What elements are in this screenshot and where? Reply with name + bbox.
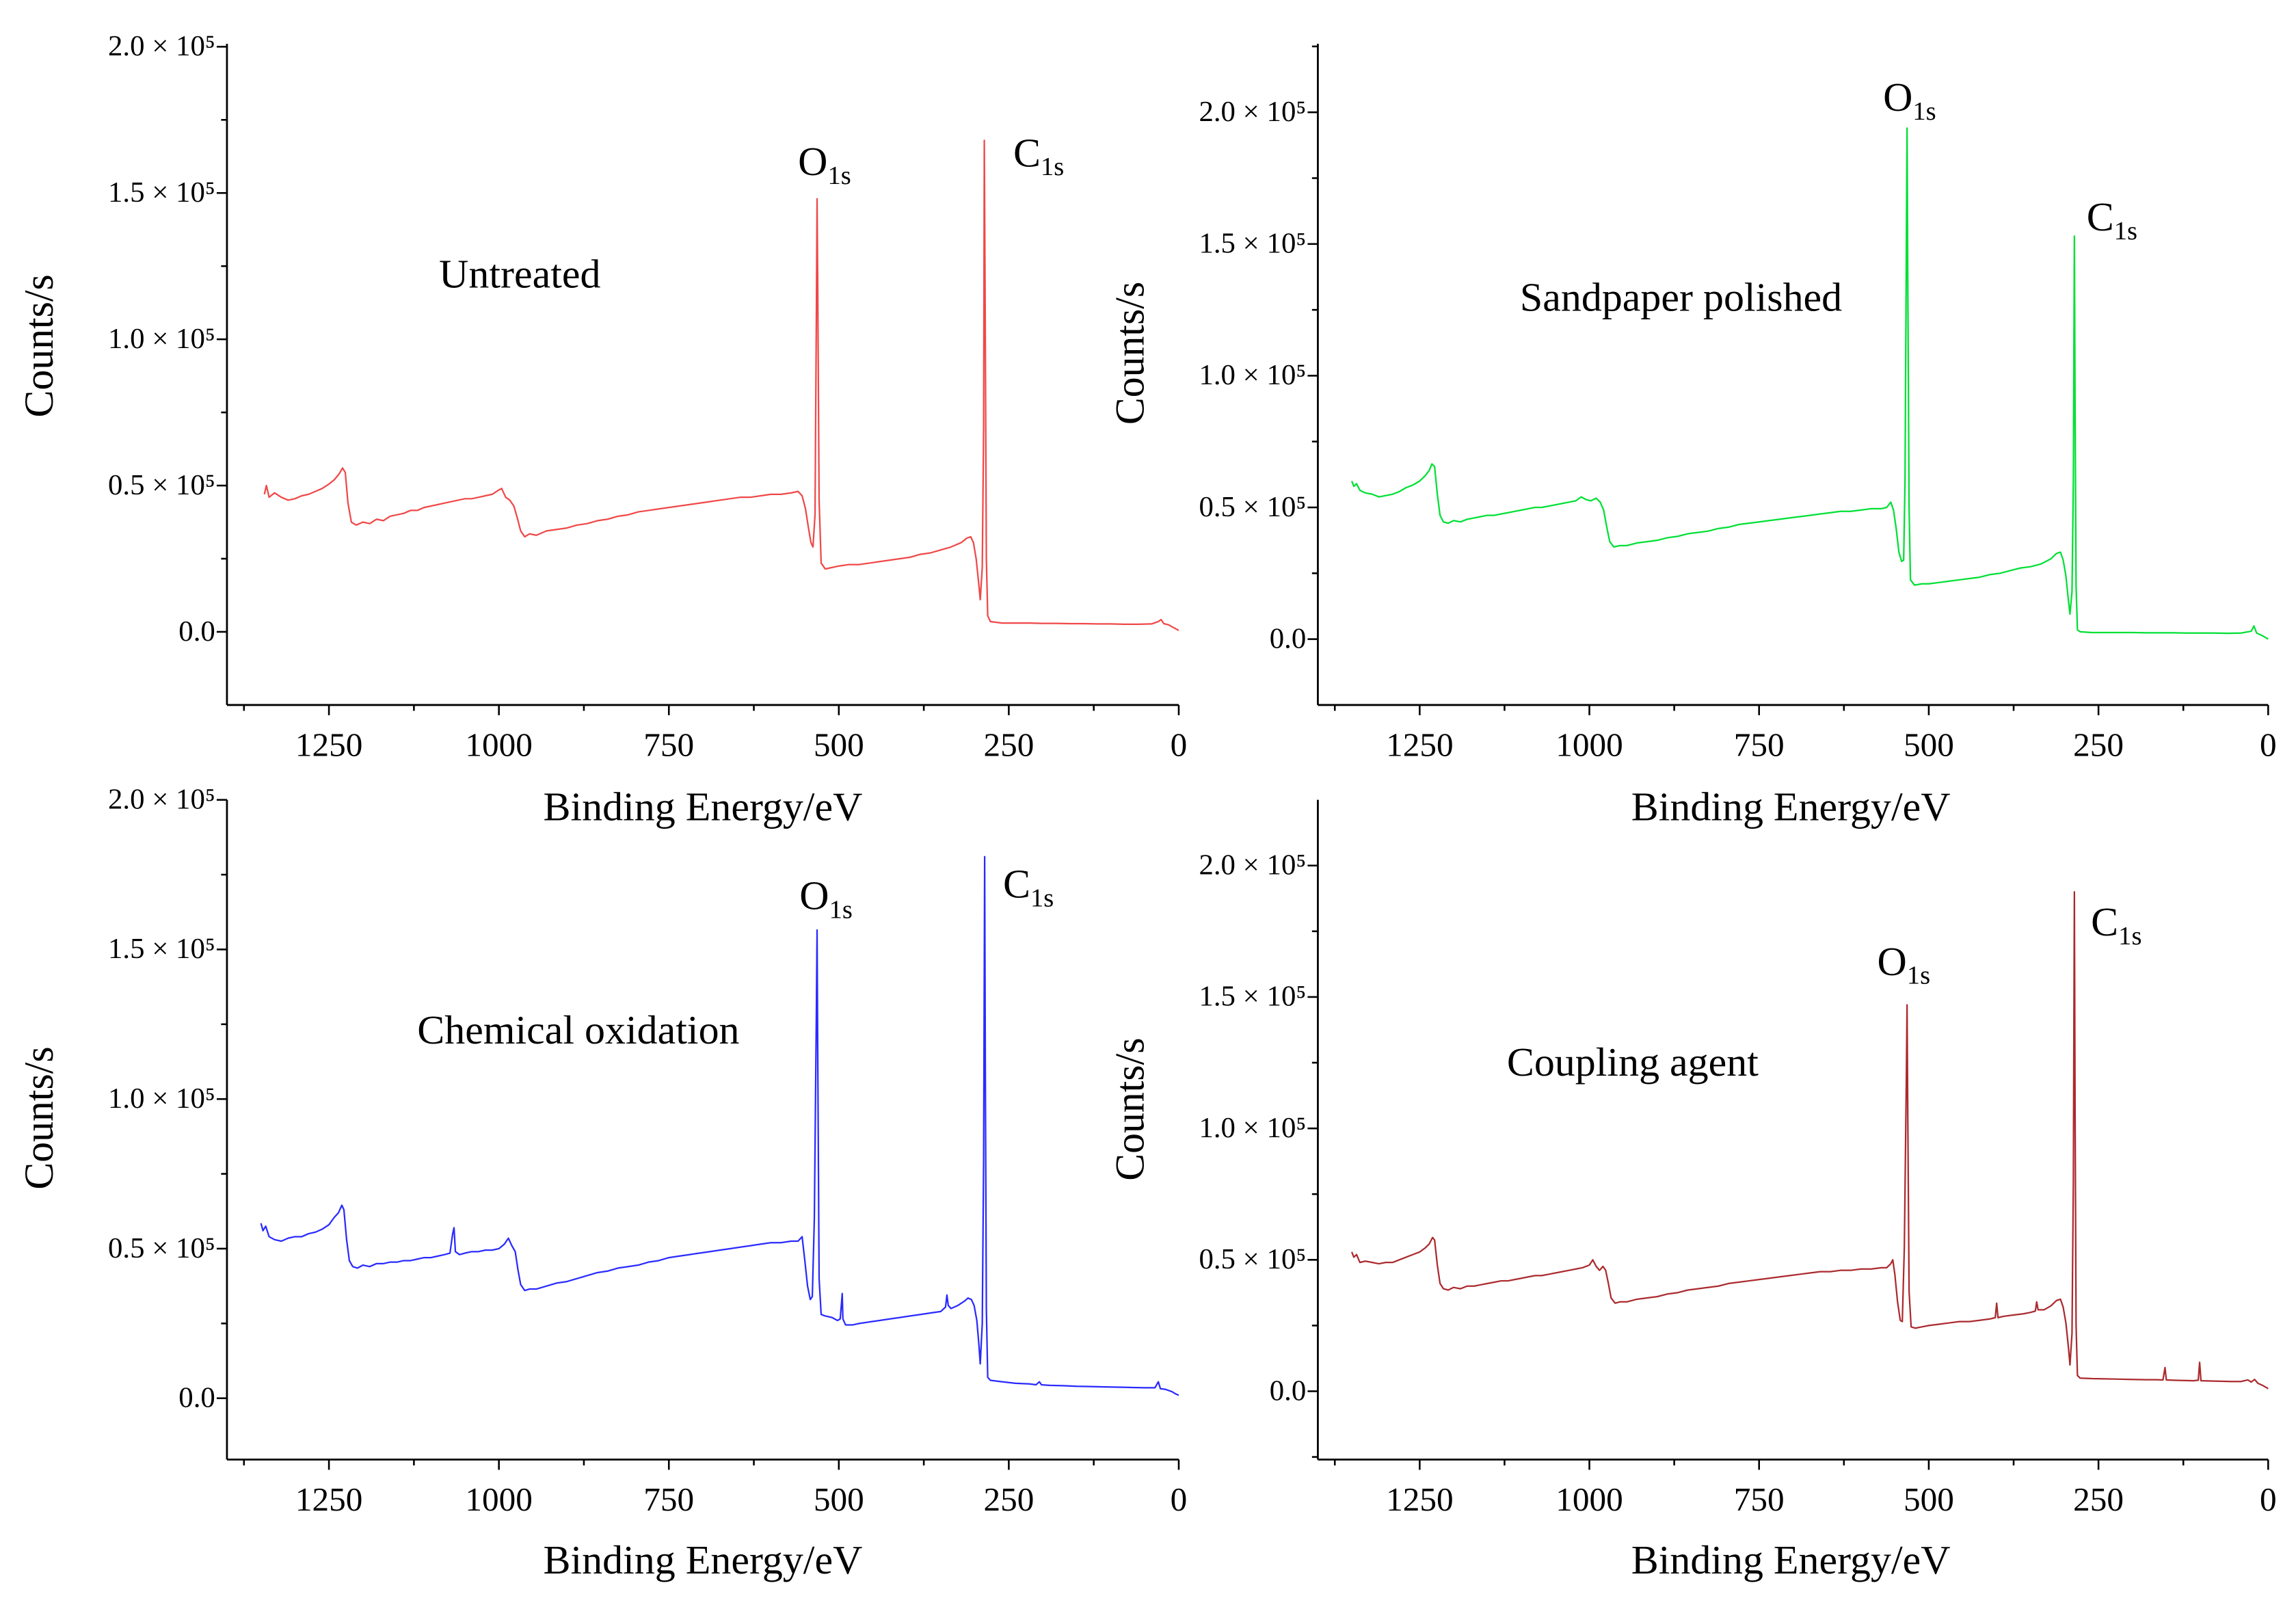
- y-tick-label: 1.0 × 10⁵: [108, 1083, 215, 1115]
- c1s-peak-label-subscript: 1s: [1041, 152, 1064, 181]
- y-tick-label: 0.5 × 10⁵: [1199, 1243, 1306, 1275]
- x-tick-label: 1250: [295, 1480, 362, 1518]
- x-tick-label: 250: [2073, 1480, 2124, 1518]
- series-line-untreated: [263, 140, 1179, 631]
- y-tick-label: 0.0: [1270, 622, 1307, 654]
- panel-untreated: 1250 1000 750 500 250 0 0.0 0.5 × 10⁵ 1.0 × 10⁵ 1…: [16, 30, 1187, 829]
- c1s-peak-label-element: C: [2091, 899, 2118, 944]
- o1s-peak-label: O1s: [1883, 75, 1936, 126]
- y-tick-label: 0.5 × 10⁵: [108, 469, 215, 501]
- panel-sandpaper-polished: 1250 1000 750 500 250 0 0.0 0.5 × 10⁵ 1.0 × 10⁵ 1…: [1107, 44, 2277, 829]
- c1s-peak-label: C1s: [1003, 862, 1054, 913]
- series-line-chemical-oxidation: [260, 855, 1179, 1396]
- o1s-peak-label-element: O: [798, 139, 827, 184]
- x-tick-label: 0: [2260, 1480, 2277, 1518]
- x-tick-label: 1250: [1386, 1480, 1453, 1518]
- y-tick-label: 0.5 × 10⁵: [1199, 491, 1306, 523]
- x-tick-label: 750: [1734, 726, 1785, 764]
- o1s-peak-label-element: O: [1883, 75, 1912, 120]
- x-tick-label: 0: [1171, 1480, 1188, 1518]
- c1s-peak-label-subscript: 1s: [2114, 217, 2137, 245]
- x-tick-label: 1250: [1386, 726, 1453, 764]
- y-tick-label: 2.0 × 10⁵: [108, 30, 215, 62]
- o1s-peak-label-subscript: 1s: [1907, 961, 1930, 990]
- x-axis-label: Binding Energy/eV: [1631, 1537, 1951, 1582]
- c1s-peak-label-element: C: [1013, 130, 1041, 175]
- y-tick-label: 0.0: [178, 1382, 215, 1414]
- c1s-peak-label-subscript: 1s: [2118, 922, 2141, 951]
- y-axis-label: Counts/s: [1107, 282, 1152, 425]
- x-tick-label: 500: [814, 1480, 864, 1518]
- x-axis-label: Binding Energy/eV: [1631, 784, 1951, 829]
- o1s-peak-label: O1s: [798, 139, 851, 190]
- y-tick-label: 1.0 × 10⁵: [1199, 359, 1306, 391]
- y-tick-label: 1.5 × 10⁵: [108, 176, 215, 209]
- sample-label: Coupling agent: [1507, 1039, 1759, 1085]
- y-axis-label: Counts/s: [1107, 1038, 1152, 1181]
- c1s-peak-label: C1s: [2087, 194, 2137, 245]
- x-tick-label: 1000: [1556, 726, 1623, 764]
- x-tick-label: 750: [643, 726, 694, 764]
- x-tick-label: 0: [1171, 726, 1188, 764]
- x-tick-label: 1000: [465, 1480, 532, 1518]
- sample-label: Untreated: [439, 252, 600, 297]
- o1s-peak-label-element: O: [799, 873, 829, 918]
- c1s-peak-label: C1s: [1013, 130, 1064, 181]
- x-axis-label: Binding Energy/eV: [544, 784, 863, 829]
- x-tick-label: 500: [814, 726, 864, 764]
- c1s-peak-label-element: C: [2087, 194, 2114, 239]
- y-axis-label: Counts/s: [16, 1046, 62, 1189]
- y-tick-label: 1.0 × 10⁵: [1199, 1112, 1306, 1144]
- c1s-peak-label-element: C: [1003, 862, 1030, 907]
- plot-area-coupling-agent: 1250 1000 750 500 250 0 0.0 0.5 × 10⁵ 1.0 × 10⁵ 1…: [1199, 799, 2277, 1518]
- plot-area-chemical-oxidation: 1250 1000 750 500 250 0 0.0 0.5 × 10⁵ 1.0 × 10⁵ 1…: [108, 784, 1187, 1519]
- x-tick-label: 250: [2073, 726, 2124, 764]
- x-tick-label: 500: [1904, 1480, 1954, 1518]
- y-axis-label: Counts/s: [16, 274, 62, 417]
- x-tick-label: 1000: [465, 726, 532, 764]
- c1s-peak-label: C1s: [2091, 899, 2141, 951]
- sample-label: Chemical oxidation: [417, 1007, 739, 1052]
- y-tick-label: 1.0 × 10⁵: [108, 323, 215, 355]
- plot-area-untreated: 1250 1000 750 500 250 0 0.0 0.5 × 10⁵ 1.0 × 10⁵ 1…: [108, 30, 1187, 763]
- sample-label: Sandpaper polished: [1520, 275, 1842, 320]
- series-line-coupling-agent: [1351, 891, 2269, 1390]
- series-line-sandpaper-polished: [1351, 127, 2269, 640]
- panel-chemical-oxidation: 1250 1000 750 500 250 0 0.0 0.5 × 10⁵ 1.0 × 10⁵ 1…: [16, 784, 1187, 1582]
- y-tick-label: 0.0: [1270, 1374, 1307, 1407]
- x-tick-label: 500: [1904, 726, 1954, 764]
- x-tick-label: 250: [983, 726, 1034, 764]
- y-tick-label: 0.5 × 10⁵: [108, 1232, 215, 1264]
- panel-coupling-agent: 1250 1000 750 500 250 0 0.0 0.5 × 10⁵ 1.0 × 10⁵ 1…: [1107, 799, 2277, 1582]
- x-tick-label: 1000: [1556, 1480, 1623, 1518]
- x-tick-label: 1250: [295, 726, 362, 764]
- o1s-peak-label: O1s: [799, 873, 853, 925]
- o1s-peak-label-element: O: [1878, 939, 1907, 984]
- o1s-peak-label-subscript: 1s: [1912, 97, 1936, 126]
- o1s-peak-label-subscript: 1s: [829, 896, 853, 925]
- y-tick-label: 2.0 × 10⁵: [1199, 849, 1306, 881]
- y-tick-label: 1.5 × 10⁵: [1199, 228, 1306, 260]
- x-tick-label: 0: [2260, 726, 2277, 764]
- x-tick-label: 750: [643, 1480, 694, 1518]
- y-tick-label: 0.0: [178, 615, 215, 648]
- y-tick-label: 1.5 × 10⁵: [1199, 981, 1306, 1013]
- plot-area-sandpaper-polished: 1250 1000 750 500 250 0 0.0 0.5 × 10⁵ 1.0 × 10⁵ 1…: [1199, 44, 2277, 764]
- x-tick-label: 750: [1734, 1480, 1785, 1518]
- o1s-peak-label: O1s: [1878, 939, 1931, 990]
- y-tick-label: 2.0 × 10⁵: [1199, 96, 1306, 128]
- x-tick-label: 250: [983, 1480, 1034, 1518]
- c1s-peak-label-subscript: 1s: [1030, 884, 1054, 913]
- y-tick-label: 1.5 × 10⁵: [108, 933, 215, 965]
- o1s-peak-label-subscript: 1s: [827, 161, 851, 190]
- y-tick-label: 2.0 × 10⁵: [108, 784, 215, 816]
- x-axis-label: Binding Energy/eV: [544, 1537, 863, 1582]
